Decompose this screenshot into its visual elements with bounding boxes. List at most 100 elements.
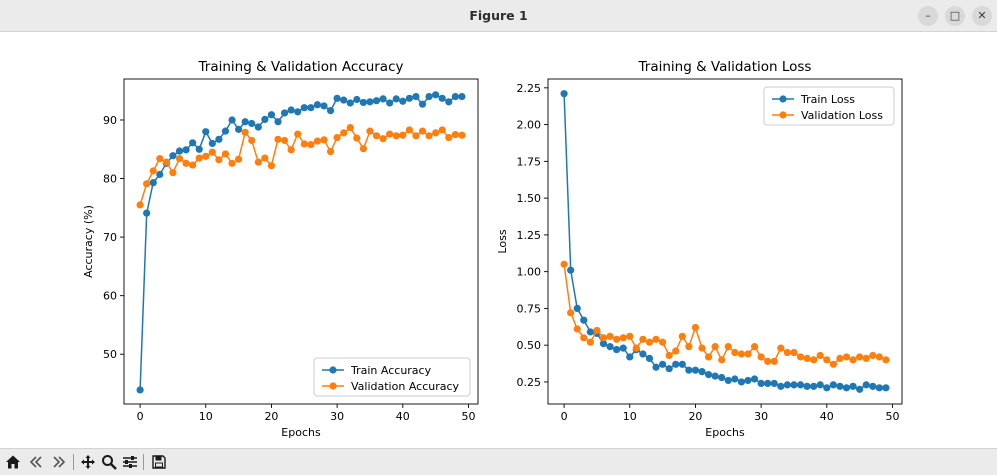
data-point: [195, 154, 203, 162]
data-point: [659, 338, 667, 346]
data-point: [353, 95, 361, 104]
data-point: [810, 382, 818, 390]
data-point: [241, 128, 249, 136]
data-point: [372, 132, 381, 140]
data-point: [665, 365, 673, 373]
data-point: [235, 125, 243, 133]
data-point: [869, 351, 877, 360]
y-tick-label: 80: [103, 173, 117, 186]
data-point: [267, 111, 276, 119]
data-point: [823, 384, 831, 392]
data-point: [796, 353, 805, 361]
y-axis-label: Accuracy (%): [82, 205, 95, 278]
data-point: [261, 154, 269, 162]
data-point: [816, 381, 824, 389]
home-button[interactable]: [2, 451, 24, 473]
data-point: [560, 90, 568, 98]
data-point: [221, 127, 230, 135]
data-point: [750, 343, 759, 351]
data-point: [639, 350, 647, 358]
data-point: [783, 348, 791, 357]
data-point: [593, 326, 601, 335]
data-point: [392, 132, 400, 140]
data-point: [718, 373, 726, 382]
data-point: [208, 139, 216, 148]
configure-subplots-icon: [123, 456, 137, 468]
data-point: [856, 385, 864, 393]
data-point: [586, 338, 594, 346]
data-point: [254, 123, 262, 131]
data-point: [313, 101, 322, 109]
axes-frame: [547, 78, 903, 405]
data-point: [711, 372, 719, 380]
data-point: [366, 98, 374, 106]
data-point: [274, 118, 282, 126]
pan-icon: [81, 455, 95, 469]
data-point: [346, 99, 354, 107]
y-tick-label: 0.50: [517, 339, 542, 352]
zoom-icon: [102, 455, 117, 470]
data-point: [842, 384, 851, 392]
data-point: [829, 360, 837, 368]
save-button[interactable]: [148, 451, 170, 473]
data-point: [862, 381, 870, 389]
data-point: [386, 130, 394, 138]
data-point: [405, 126, 413, 134]
data-point: [425, 92, 433, 101]
y-tick-label: 50: [103, 348, 117, 361]
data-point: [313, 137, 322, 145]
data-point: [136, 201, 144, 209]
close-button[interactable]: ✕: [972, 6, 992, 26]
data-point: [202, 128, 210, 136]
data-point: [392, 95, 400, 103]
data-point: [698, 344, 706, 352]
data-point: [856, 353, 864, 361]
maximize-button[interactable]: □: [945, 6, 965, 26]
pan-button[interactable]: [77, 451, 99, 473]
data-point: [803, 354, 811, 363]
data-point: [580, 316, 588, 324]
data-point: [241, 118, 249, 126]
data-point: [626, 332, 634, 340]
data-point: [704, 353, 713, 361]
toolbar-separator: [143, 454, 144, 470]
data-point: [228, 116, 236, 124]
data-point: [215, 156, 223, 164]
data-point: [757, 353, 765, 361]
data-point: [672, 360, 680, 368]
data-point: [300, 140, 308, 148]
data-point: [372, 97, 381, 105]
data-point: [149, 167, 157, 175]
data-point: [632, 344, 640, 352]
y-tick-label: 1.00: [517, 266, 542, 279]
data-point: [704, 370, 713, 379]
x-tick-label: 30: [754, 410, 768, 423]
data-point: [326, 107, 335, 115]
data-point: [136, 386, 144, 394]
legend-box: [763, 86, 895, 126]
minimize-button[interactable]: –: [918, 6, 938, 26]
data-point: [567, 309, 575, 317]
data-point: [665, 351, 673, 360]
data-point: [619, 334, 627, 342]
data-point: [599, 334, 608, 342]
figure-canvas: 0 10 20 30 40 50 50 60 70 80 90 Training & Validati…: [0, 32, 997, 448]
back-button[interactable]: [25, 451, 47, 473]
data-point: [379, 95, 387, 103]
legend-swatch-marker: [329, 366, 337, 374]
data-point: [346, 124, 354, 132]
forward-button[interactable]: [48, 451, 70, 473]
data-point: [849, 356, 857, 364]
legend-entry: Train Accuracy: [350, 364, 432, 377]
data-point: [340, 129, 348, 137]
y-tick-label: 2.25: [517, 82, 542, 95]
data-point: [326, 148, 335, 156]
zoom-button[interactable]: [98, 451, 120, 473]
data-point: [438, 94, 446, 102]
configure-subplots-button[interactable]: [119, 451, 141, 473]
data-point: [399, 131, 407, 139]
data-point: [685, 366, 693, 374]
data-point: [458, 92, 466, 101]
data-point: [143, 209, 151, 217]
data-point: [340, 96, 348, 104]
